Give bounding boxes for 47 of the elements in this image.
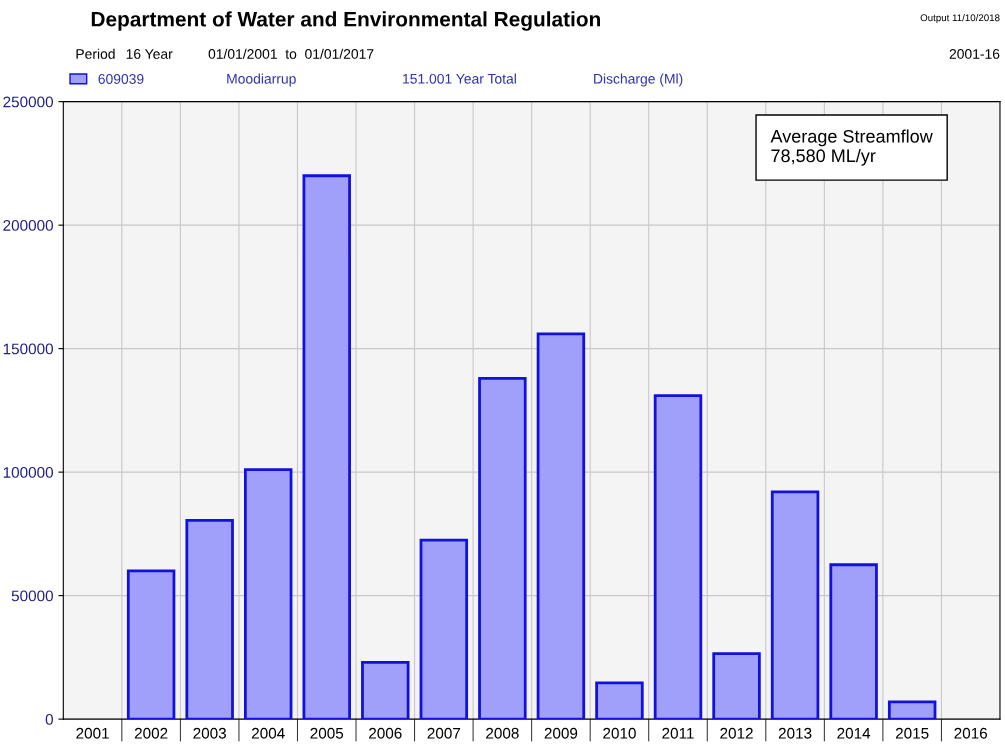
bar [419,538,469,720]
text: Discharge (Ml) [594,73,683,87]
bar [770,490,820,720]
text: 16 Year [126,49,173,59]
text: 01/01/2001 to 01/01/2017 [208,48,374,59]
x-tick-label: 2005 [310,727,344,739]
y-tick-label: 100000 [3,467,53,478]
x-tick-label: 2008 [486,727,519,739]
x-tick-label: 2015 [895,727,929,739]
x-tick-label: 2010 [603,727,636,739]
text: 151.001 Year Total [403,73,516,84]
x-tick-label: 2012 [720,727,753,739]
y-tick-label: 250000 [3,96,53,108]
text: Moodiarrup [227,73,296,87]
x-tick-label: 2013 [778,727,812,739]
bar [829,563,878,720]
text: 2001-16 [949,49,1000,59]
text: Output 11/10/2018 [920,14,1000,24]
bar [595,681,644,720]
x-tick-label: 2009 [544,727,578,739]
bar [536,332,586,720]
x-tick-label: 2001 [76,727,109,739]
annotation: Average Streamflow 78,580 ML/yr [770,129,933,166]
y-tick-label: 50000 [11,590,53,602]
legend-label: 609039 [98,74,144,84]
bar [887,700,937,720]
y-tick-label: 0 [45,713,53,725]
bar [126,569,176,720]
y-tick-label: 150000 [3,343,53,355]
text: Period [76,48,115,59]
bar [653,394,703,720]
bar [478,376,527,720]
x-tick-label: 2003 [193,727,226,739]
x-tick-label: 2007 [427,727,461,739]
y-tick-label: 200000 [3,220,53,231]
chart-title: Department of Water and Environmental Regulation [91,11,601,31]
bar [302,174,351,720]
x-tick-label: 2014 [837,727,871,739]
bar [243,468,293,720]
x-tick-label: 2016 [954,727,988,739]
bar [185,518,234,720]
bar [712,652,761,720]
x-tick-label: 2004 [251,727,285,739]
x-tick-label: 2011 [662,727,694,739]
bar [361,660,410,720]
x-tick-label: 2006 [369,727,402,739]
x-tick-label: 2002 [134,727,168,739]
